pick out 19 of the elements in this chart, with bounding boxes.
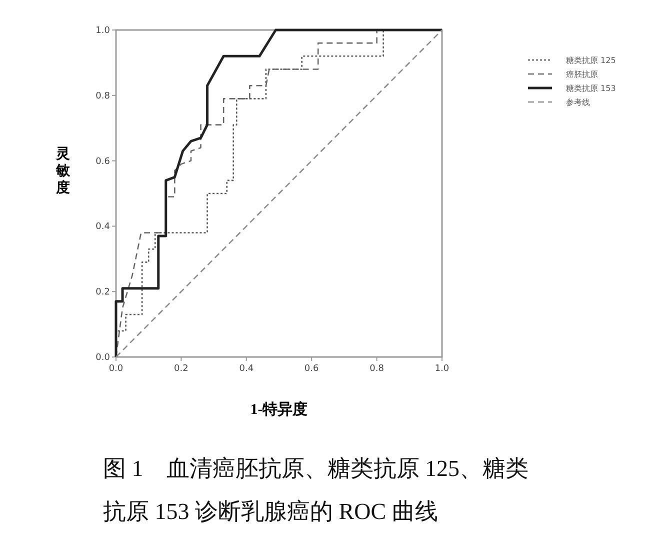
- y-tick-label: 0.0: [96, 353, 110, 363]
- legend-label: 糖类抗原 153: [566, 84, 616, 93]
- legend-label: 糖类抗原 125: [566, 56, 616, 65]
- y-axis-title: 灵敏度: [55, 146, 71, 196]
- x-tick-label: 0.2: [174, 364, 188, 374]
- legend-label: 癌胚抗原: [566, 70, 598, 79]
- y-tick-label: 1.0: [96, 26, 110, 36]
- x-tick-label: 0.8: [370, 364, 384, 374]
- x-tick-label: 0.0: [108, 364, 124, 374]
- x-axis-title: 1-特异度: [250, 400, 308, 418]
- text: 图 1 血清癌胚抗原、糖类抗原 125、糖类抗原 153 诊断乳腺癌的 ROC 曲线: [103, 456, 528, 524]
- y-tick-label: 0.4: [96, 222, 110, 232]
- y-tick-label: 0.6: [96, 156, 110, 167]
- legend-label: 参考线: [566, 98, 590, 107]
- x-tick-label: 1.0: [434, 364, 450, 374]
- y-tick-label: 0.8: [96, 91, 110, 102]
- x-tick-label: 0.6: [304, 364, 320, 374]
- y-tick-label: 0.2: [96, 288, 110, 298]
- x-tick-label: 0.4: [239, 364, 254, 374]
